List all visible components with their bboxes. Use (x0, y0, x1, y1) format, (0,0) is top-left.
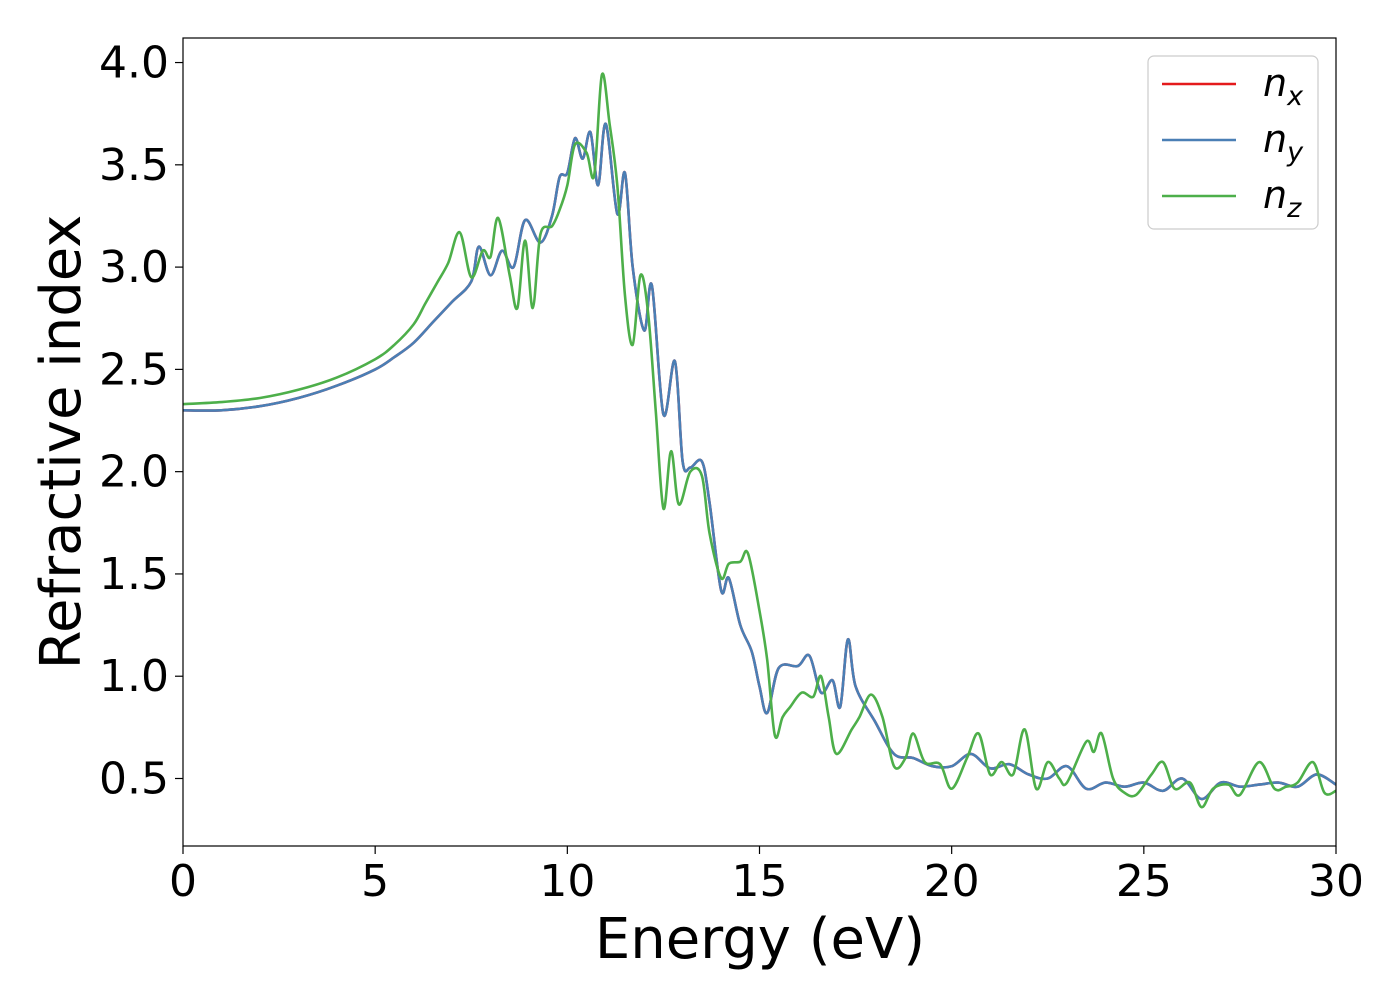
series-line-n-z (183, 72, 1336, 809)
series-line-n-y (183, 122, 1336, 801)
y-tick-label: 0.5 (99, 753, 169, 804)
y-tick-label: 2.5 (99, 344, 169, 395)
x-axis-title: Energy (eV) (595, 907, 925, 972)
x-tick-label: 25 (1116, 856, 1172, 907)
y-tick-label: 2.0 (99, 447, 169, 498)
x-tick-label: 20 (924, 856, 980, 907)
y-axis-title: Refractive index (29, 215, 94, 670)
series-layer (183, 72, 1336, 809)
y-tick-label: 1.5 (99, 549, 169, 600)
x-tick-label: 30 (1308, 856, 1364, 907)
plot-frame (182, 37, 1337, 847)
x-tick-label: 5 (361, 856, 389, 907)
legend-label-n-z: nz (1263, 173, 1302, 224)
x-tick-label: 0 (169, 856, 197, 907)
ticks-layer: 0 5 10 15 20 25 30 0.5 1.0 1.5 2.0 2.5 3.0 3.5 4.0 (99, 38, 1364, 907)
y-tick-label: 1.0 (99, 651, 169, 702)
y-tick-label: 3.0 (99, 242, 169, 293)
x-tick-label: 10 (539, 856, 595, 907)
legend-box (1147, 55, 1319, 230)
legend-label-n-y: ny (1263, 117, 1304, 168)
x-tick-label: 15 (732, 856, 788, 907)
y-tick-label: 4.0 (99, 38, 169, 89)
legend-label-n-x: nx (1263, 61, 1304, 112)
y-tick-label: 3.5 (99, 140, 169, 191)
